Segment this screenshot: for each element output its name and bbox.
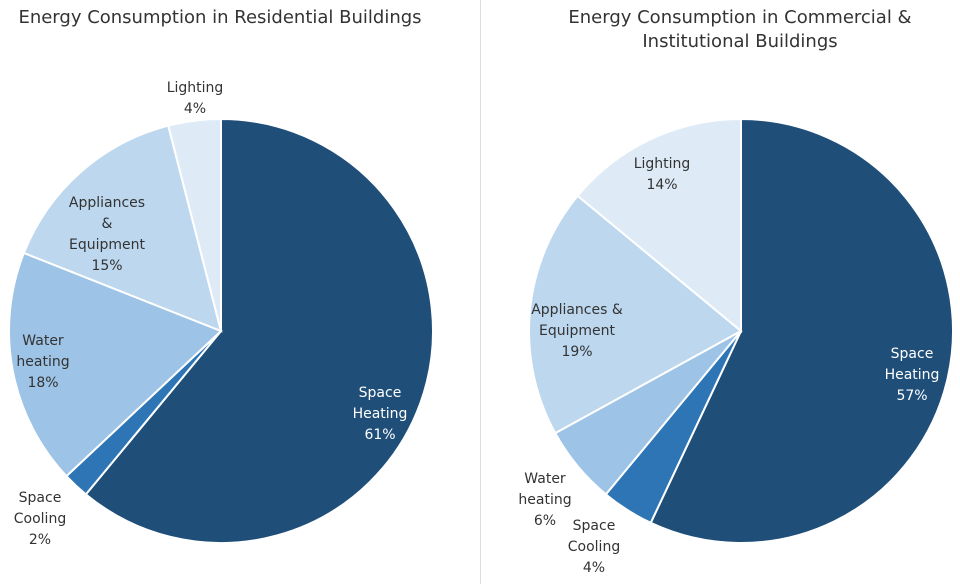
pie-1-slice-appliances-equipment bbox=[528, 194, 743, 435]
pie-0-label-space-cooling: Space Cooling 2% bbox=[14, 490, 66, 548]
pie-0-label-water-heating: Water heating 18% bbox=[16, 333, 69, 391]
pie-0-slice-lighting bbox=[167, 117, 222, 332]
right-title-line-1: Energy Consumption in Commercial & bbox=[568, 7, 912, 28]
pie-0-slice-appliances-equipment bbox=[22, 124, 223, 333]
pie-1-slice-lighting bbox=[576, 117, 742, 334]
pie-1-slice-space-heating bbox=[649, 117, 954, 544]
pie-1-label-space-heating: Space Heating 57% bbox=[885, 346, 940, 404]
pie-1-label-appliances-equipment: Appliances & Equipment 19% bbox=[531, 302, 623, 360]
pie-0-label-space-heating: Space Heating 61% bbox=[353, 385, 408, 443]
pie-0-slice-space-heating bbox=[84, 117, 434, 544]
pie-0-label-appliances-equipment: Appliances & Equipment 15% bbox=[69, 195, 146, 274]
left-chart-title: Energy Consumption in Residential Buildi… bbox=[18, 7, 422, 28]
right-chart-title: Energy Consumption in Commercial & Insti… bbox=[520, 6, 960, 54]
right-title-line-2: Institutional Buildings bbox=[642, 31, 838, 52]
pie-1-label-water-heating: Water heating 6% bbox=[518, 471, 571, 529]
pie-1-label-space-cooling: Space Cooling 4% bbox=[568, 518, 620, 576]
pie-0-slice-water-heating bbox=[8, 251, 223, 478]
pie-1-label-lighting: Lighting 14% bbox=[634, 156, 691, 193]
pie-0-label-lighting: Lighting 4% bbox=[167, 80, 224, 117]
chart-divider bbox=[480, 0, 481, 584]
